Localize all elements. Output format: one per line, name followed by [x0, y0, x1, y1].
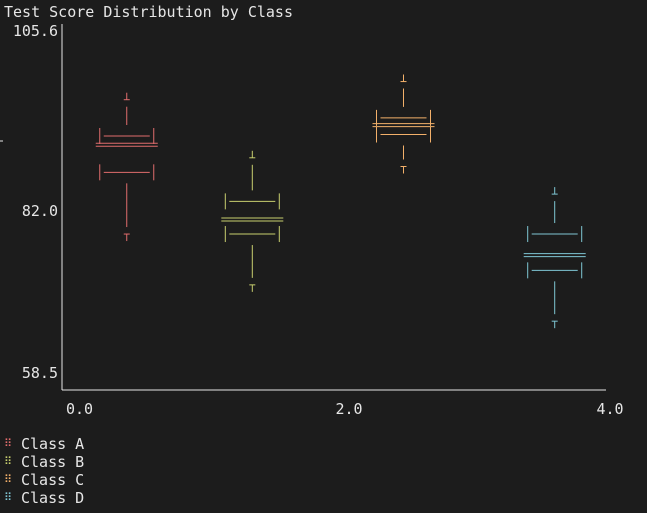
x-tick-label-start: 0.0	[66, 400, 93, 418]
y-tick-label-top: 105.6	[13, 22, 58, 40]
box-series-group	[95, 74, 586, 329]
legend-label: Class A	[21, 435, 85, 453]
legend-label: Class C	[21, 471, 85, 489]
box-1	[95, 92, 158, 242]
chart-title: Test Score Distribution by Class	[4, 3, 293, 21]
legend-item-1: ⠿ Class A	[4, 435, 84, 453]
y-tick-label-bottom: 58.5	[22, 364, 58, 382]
box-plot-chart: 105.6 82.0 58.5 0.0 2.0 4.0	[0, 22, 624, 418]
legend-item-2: ⠿ Class B	[4, 453, 84, 471]
box-2	[221, 150, 284, 292]
x-tick-label-end: 4.0	[596, 400, 623, 418]
box-4	[523, 187, 586, 329]
chart-legend: ⠿ Class A ⠿ Class B ⠿ Class C ⠿ Class D	[4, 435, 84, 507]
legend-swatch-icon: ⠿	[4, 491, 12, 504]
y-tick-label-mid: 82.0	[22, 202, 58, 220]
box-3	[372, 74, 435, 174]
legend-swatch-icon: ⠿	[4, 437, 12, 450]
legend-label: Class B	[21, 453, 85, 471]
legend-label: Class D	[21, 489, 85, 507]
x-tick-label-mid: 2.0	[335, 400, 362, 418]
legend-item-3: ⠿ Class C	[4, 471, 84, 489]
legend-item-4: ⠿ Class D	[4, 489, 84, 507]
legend-swatch-icon: ⠿	[4, 473, 12, 486]
plot-area: 105.6 82.0 58.5 0.0 2.0 4.0	[0, 22, 624, 418]
legend-swatch-icon: ⠿	[4, 455, 12, 468]
